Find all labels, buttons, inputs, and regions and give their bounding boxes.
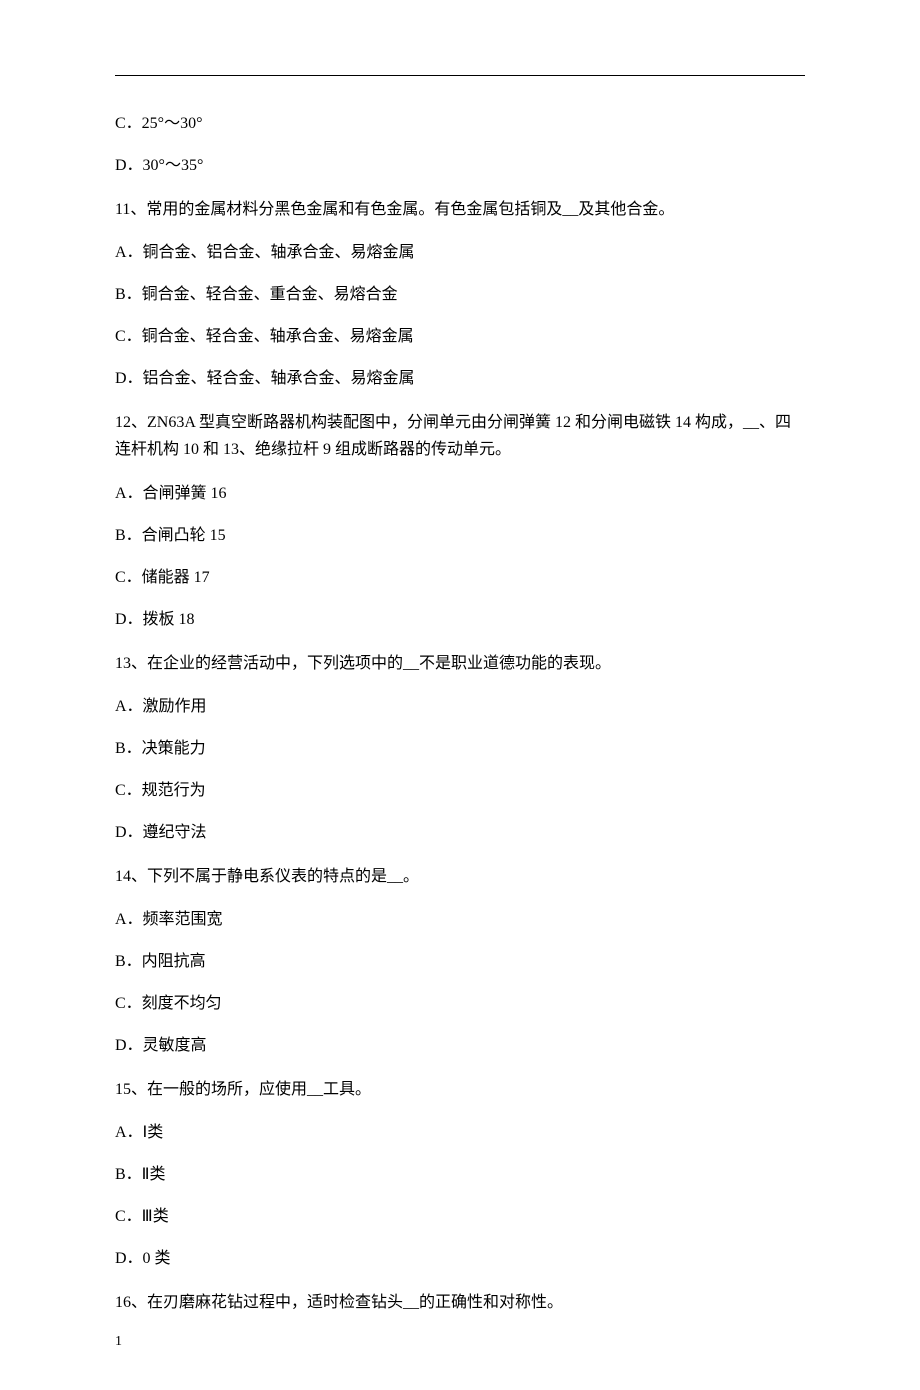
- option-text: A．铜合金、铝合金、轴承合金、易熔金属: [115, 241, 805, 265]
- question-stem: 14、下列不属于静电系仪表的特点的是__。: [115, 863, 805, 890]
- option-text: B．内阻抗高: [115, 950, 805, 974]
- option-text: C．Ⅲ类: [115, 1205, 805, 1229]
- option-text: D．遵纪守法: [115, 821, 805, 845]
- option-text: D．0 类: [115, 1247, 805, 1271]
- option-text: B．铜合金、轻合金、重合金、易熔合金: [115, 283, 805, 307]
- question-stem: 12、ZN63A 型真空断路器机构装配图中，分闸单元由分闸弹簧 12 和分闸电磁…: [115, 409, 805, 463]
- option-text: B．Ⅱ类: [115, 1163, 805, 1187]
- option-text: D．铝合金、轻合金、轴承合金、易熔金属: [115, 367, 805, 391]
- option-text: C．储能器 17: [115, 566, 805, 590]
- option-text: C．25°～30°: [115, 112, 805, 136]
- option-text: D．拨板 18: [115, 608, 805, 632]
- option-text: D．30°～35°: [115, 154, 805, 178]
- question-stem: 15、在一般的场所，应使用__工具。: [115, 1076, 805, 1103]
- question-stem: 13、在企业的经营活动中，下列选项中的__不是职业道德功能的表现。: [115, 650, 805, 677]
- option-text: D．灵敏度高: [115, 1034, 805, 1058]
- option-text: C．规范行为: [115, 779, 805, 803]
- option-text: B．合闸凸轮 15: [115, 524, 805, 548]
- question-stem: 16、在刃磨麻花钻过程中，适时检查钻头__的正确性和对称性。: [115, 1289, 805, 1316]
- option-text: A．Ⅰ类: [115, 1121, 805, 1145]
- option-text: A．频率范围宽: [115, 908, 805, 932]
- page-number: 1: [115, 1334, 805, 1350]
- option-text: A．合闸弹簧 16: [115, 482, 805, 506]
- document-page: C．25°～30° D．30°～35° 11、常用的金属材料分黑色金属和有色金属…: [0, 0, 920, 1390]
- option-text: B．决策能力: [115, 737, 805, 761]
- option-text: C．铜合金、轻合金、轴承合金、易熔金属: [115, 325, 805, 349]
- top-horizontal-rule: [115, 75, 805, 76]
- option-text: C．刻度不均匀: [115, 992, 805, 1016]
- option-text: A．激励作用: [115, 695, 805, 719]
- question-stem: 11、常用的金属材料分黑色金属和有色金属。有色金属包括铜及__及其他合金。: [115, 196, 805, 223]
